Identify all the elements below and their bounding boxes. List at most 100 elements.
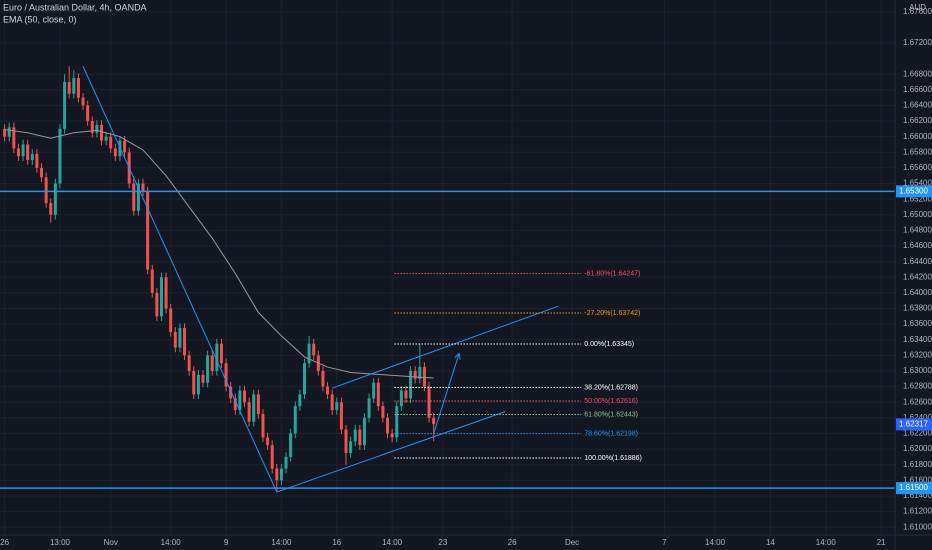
candle-body — [381, 406, 385, 418]
candle-body — [164, 277, 168, 309]
candle-body — [219, 343, 223, 364]
candle-body — [210, 355, 214, 371]
candle-body — [409, 370, 413, 399]
y-tick-label: 1.64400 — [903, 257, 932, 266]
candle-body — [229, 386, 233, 399]
candle-body — [196, 374, 200, 395]
candle-body — [289, 433, 293, 457]
candle-body — [132, 183, 136, 211]
x-tick-label: 26 — [0, 538, 9, 547]
candle-body — [339, 402, 343, 430]
candle-body — [3, 128, 7, 137]
candle-body — [266, 437, 270, 446]
candle-body — [109, 136, 113, 149]
candle-body — [21, 144, 25, 157]
last-price-box — [896, 418, 932, 431]
candle-body — [238, 390, 242, 411]
fib-label: -27.20%(1.63742) — [584, 310, 640, 317]
candle-body — [256, 394, 260, 414]
candle-body — [386, 417, 390, 434]
candle-body — [49, 203, 53, 215]
ema-line — [4, 129, 434, 379]
fib-label: 0.00%(1.63345) — [584, 341, 634, 348]
candle-body — [215, 343, 219, 371]
fib-label: 78.60%(1.62198) — [584, 430, 638, 437]
x-tick-label: 21 — [877, 538, 886, 547]
price-label-box — [896, 185, 932, 198]
candle-body — [302, 363, 306, 395]
trend-line — [276, 411, 506, 493]
candle-body — [67, 82, 71, 94]
x-tick-label: 13:00 — [50, 538, 71, 547]
y-tick-label: 1.65800 — [903, 147, 932, 156]
candle-body — [7, 127, 11, 137]
candle-body — [247, 402, 251, 422]
y-tick-label: 1.65000 — [903, 210, 932, 219]
x-tick-label: 9 — [224, 538, 229, 547]
candle-body — [53, 183, 57, 215]
candle-body — [16, 148, 20, 157]
candle-body — [44, 177, 48, 204]
indicator-label: EMA (50, close, 0) — [3, 14, 77, 24]
x-tick-label: 14:00 — [271, 538, 292, 547]
last-price-label: 1.62317 — [899, 419, 928, 428]
y-tick-label: 1.61600 — [903, 475, 932, 484]
candle-body — [344, 429, 348, 453]
candle-body — [367, 398, 371, 418]
candle-body — [390, 433, 394, 438]
y-tick-label: 1.66800 — [903, 69, 932, 78]
candle-body — [76, 78, 80, 98]
candle-body — [104, 136, 108, 141]
candle-body — [418, 367, 422, 379]
candle-body — [30, 153, 34, 161]
candle-body — [353, 429, 357, 442]
x-tick-label: 14:00 — [382, 538, 403, 547]
candle-body — [63, 82, 67, 129]
candle-body — [95, 124, 99, 133]
candle-body — [123, 140, 127, 153]
candle-body — [395, 406, 399, 438]
price-label-box — [896, 482, 932, 495]
candle-body — [183, 328, 187, 356]
x-tick-label: 16 — [332, 538, 341, 547]
candle-body — [261, 413, 265, 438]
candle-body — [150, 269, 154, 293]
candle-body — [99, 124, 103, 141]
candle-body — [40, 167, 44, 178]
candle-body — [192, 370, 196, 395]
candle-body — [155, 292, 159, 317]
candle-body — [270, 445, 274, 469]
candle-body — [169, 308, 173, 332]
y-tick-label: 1.64800 — [903, 226, 932, 235]
candle-body — [284, 456, 288, 469]
y-tick-label: 1.61200 — [903, 507, 932, 516]
candle-body — [321, 370, 325, 387]
x-tick-label: 14:00 — [161, 538, 182, 547]
y-tick-label: 1.65400 — [903, 179, 932, 188]
y-tick-label: 1.62800 — [903, 382, 932, 391]
y-tick-label: 1.63000 — [903, 366, 932, 375]
y-tick-label: 1.64600 — [903, 241, 932, 250]
x-tick-label: 7 — [662, 538, 667, 547]
fib-label: 50.00%(1.62616) — [584, 398, 638, 405]
candle-body — [279, 468, 283, 481]
candle-body — [432, 417, 436, 425]
fib-label: 100.00%(1.61886) — [584, 455, 642, 462]
y-tick-label: 1.62200 — [903, 429, 932, 438]
y-tick-label: 1.63600 — [903, 319, 932, 328]
candle-body — [330, 394, 334, 411]
fib-label: -61.80%(1.64247) — [584, 270, 640, 277]
candle-body — [252, 394, 256, 422]
trend-line — [82, 66, 278, 493]
candle-body — [141, 183, 145, 192]
candle-body — [243, 390, 247, 403]
candle-body — [58, 128, 62, 184]
x-tick-label: 14:00 — [816, 538, 837, 547]
y-tick-label: 1.67200 — [903, 38, 932, 47]
candle-body — [358, 429, 362, 446]
candle-body — [12, 127, 16, 149]
candle-body — [159, 277, 163, 317]
y-tick-label: 1.66000 — [903, 132, 932, 141]
